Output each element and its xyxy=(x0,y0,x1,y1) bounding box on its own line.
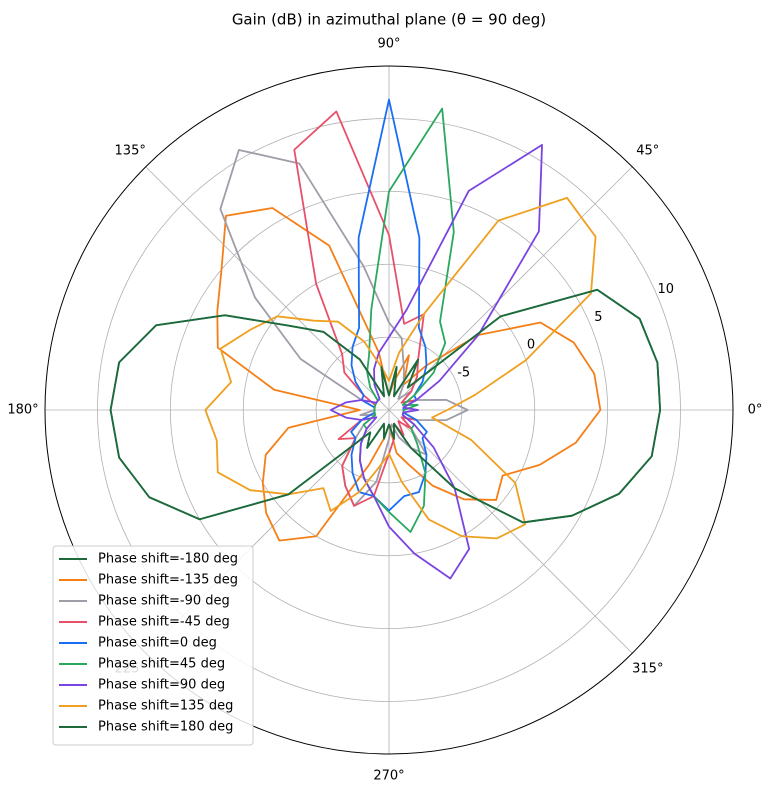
series-line xyxy=(329,144,543,580)
legend-label: Phase shift=-45 deg xyxy=(98,615,230,630)
legend: Phase shift=-180 deg Phase shift=-135 deg… xyxy=(52,545,254,746)
legend-label: Phase shift=135 deg xyxy=(98,699,233,714)
legend-label: Phase shift=0 deg xyxy=(98,636,217,651)
grid-line xyxy=(388,166,633,411)
theta-tick-label: 0° xyxy=(748,403,763,418)
legend-label: Phase shift=-180 deg xyxy=(98,552,238,567)
series-line xyxy=(358,107,455,533)
theta-tick-label: 135° xyxy=(115,144,146,159)
theta-tick-label: 270° xyxy=(373,769,404,784)
legend-label: Phase shift=45 deg xyxy=(98,657,225,672)
r-tick-label: -5 xyxy=(457,366,470,381)
legend-label: Phase shift=-135 deg xyxy=(98,573,238,588)
polar-spine xyxy=(44,65,734,755)
r-tick-label: 10 xyxy=(657,282,674,297)
r-tick-label: 5 xyxy=(594,310,602,325)
grid-line xyxy=(145,166,390,411)
theta-tick-label: 180° xyxy=(7,403,38,418)
r-tick-label: 0 xyxy=(527,338,535,353)
theta-tick-label: 45° xyxy=(636,144,659,159)
series-line xyxy=(204,196,597,540)
series-line xyxy=(109,288,662,524)
theta-tick-label: 90° xyxy=(377,37,400,52)
theta-tick-label: 315° xyxy=(632,661,663,676)
chart-title: Gain (dB) in azimuthal plane (θ = 90 deg… xyxy=(232,11,546,29)
legend-box xyxy=(52,545,254,746)
legend-label: Phase shift=90 deg xyxy=(98,678,225,693)
legend-label: Phase shift=-90 deg xyxy=(98,594,230,609)
legend-label: Phase shift=180 deg xyxy=(98,720,233,735)
